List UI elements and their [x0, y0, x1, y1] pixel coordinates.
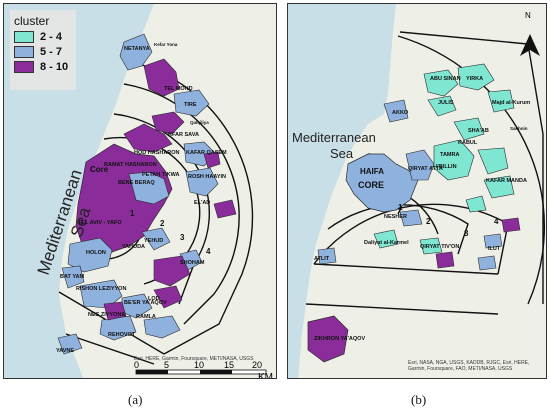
- place-label: KFAR SAVA: [168, 132, 199, 138]
- core-cluster-region: [345, 153, 419, 213]
- north-label: N: [525, 11, 531, 20]
- place-label: HOLON: [86, 250, 106, 256]
- place-label: NETANYA: [124, 46, 150, 52]
- scale-unit: KM: [258, 372, 273, 379]
- place-label: I'BILLIN: [436, 164, 457, 170]
- caption-b: (b): [411, 392, 427, 407]
- place-label: QIRYAT ATTA: [408, 166, 443, 172]
- place-label: LOD: [148, 296, 160, 302]
- place-label: SHOHAM: [180, 260, 205, 266]
- map-a-canvas: Mediterranean Sea 1 2 3 4 Core NETANYA K…: [4, 4, 276, 379]
- place-label: YAVNE: [56, 348, 74, 354]
- legend-label: 8 - 10: [40, 61, 69, 73]
- place-label: REHOVOT: [108, 332, 136, 338]
- caption-a: (a): [128, 392, 143, 407]
- place-label: CORE: [358, 180, 384, 190]
- legend-label: 5 - 7: [40, 46, 63, 58]
- north-arrow-icon: N: [520, 11, 540, 56]
- core-label: Core: [90, 165, 109, 174]
- legend-label: 2 - 4: [40, 31, 63, 43]
- ring-number: 4: [494, 217, 499, 226]
- scale-tick: 10: [194, 360, 204, 370]
- place-label: Kefar Yona: [154, 42, 178, 47]
- map-attribution: Esri, NASA, NGA, USGS, KADDB, RJGC, Esri…: [408, 360, 530, 372]
- place-label: TIRE: [184, 102, 197, 108]
- place-label: TAMRA: [440, 152, 459, 158]
- place-label: NES ZIYYONA: [88, 312, 125, 318]
- scale-tick: 20: [252, 360, 262, 370]
- place-label: TEL MOND: [164, 86, 193, 92]
- place-labels: AKKO ABU SINAN YIRKA JULIS Majd al-Kurum…: [314, 76, 530, 342]
- place-label: NESHER: [384, 214, 407, 220]
- scale-tick: 5: [164, 360, 169, 370]
- map-legend: cluster 2 - 4 5 - 7 8 - 10: [10, 10, 76, 90]
- core-cluster-region: [75, 143, 173, 255]
- place-label: BAT YAM: [60, 274, 84, 280]
- ring-number: 3: [464, 229, 469, 238]
- place-label: YIRKA: [466, 76, 483, 82]
- place-label: AKKO: [392, 110, 409, 116]
- place-label: ROSH HAAYIN: [188, 174, 226, 180]
- place-label: EL'AD: [194, 200, 210, 206]
- place-labels: NETANYA Kefar Yona TEL MOND TIRE Qalqili…: [56, 42, 227, 354]
- legend-item: 8 - 10: [14, 61, 76, 73]
- place-label: ABU SINAN: [430, 76, 461, 82]
- ring-number: 1: [130, 209, 135, 218]
- place-label: RAMLA: [136, 314, 156, 320]
- place-label: Sakhnin: [510, 126, 528, 131]
- ring-number: 2: [426, 217, 431, 226]
- map-panel-b: Mediterranean Sea N 1 2 3 4 AKKO ABU SIN…: [287, 3, 547, 379]
- map-attribution: Esri, HERE, Garmin, Foursquare, METI/NAS…: [134, 356, 254, 362]
- sea-area: [4, 4, 154, 378]
- place-label: ILUT: [488, 246, 501, 252]
- place-label: Daliyat al-Karmel: [364, 240, 409, 246]
- legend-swatch: [14, 46, 34, 58]
- sea-area: [288, 4, 396, 378]
- place-label: HOD HASHARON: [134, 150, 180, 156]
- place-label: YEHUD: [144, 238, 163, 244]
- scale-bar: 0 5 10 15 20 KM: [134, 360, 273, 379]
- place-label: HAIFA: [360, 167, 384, 176]
- ring-number: 2: [160, 219, 165, 228]
- legend-title: cluster: [14, 14, 50, 28]
- scale-tick: 0: [134, 360, 139, 370]
- place-label: KAFAR QASEM: [186, 150, 227, 156]
- place-label: SHA'AB: [468, 128, 489, 134]
- place-label: PETAH TIKWA: [142, 172, 180, 178]
- ring-number: 4: [206, 247, 211, 256]
- place-label: KAFAR MANDA: [486, 178, 527, 184]
- legend-swatch: [14, 31, 34, 43]
- map-panel-a: Mediterranean Sea 1 2 3 4 Core NETANYA K…: [3, 3, 277, 379]
- place-label: Majd al-Kurum: [492, 100, 530, 106]
- place-label: BENE BERAQ: [118, 180, 155, 186]
- place-label: YAHUDA: [122, 244, 145, 250]
- zikhron-region: [307, 315, 349, 363]
- place-label: QIRYAT TIV'ON: [420, 244, 459, 250]
- place-label: Qalqiliya: [190, 120, 209, 125]
- ring-number: 3: [180, 233, 185, 242]
- legend-item: 2 - 4: [14, 31, 76, 43]
- place-label: RISHON LEZIYYON: [76, 286, 126, 292]
- place-label: RAMAT HASHARON: [104, 162, 157, 168]
- legend-item: 5 - 7: [14, 46, 76, 58]
- ring-number: 1: [398, 203, 403, 212]
- sea-label-line2: Sea: [330, 146, 354, 161]
- legend-swatch: [14, 61, 34, 73]
- place-label: TEL AVIV - YAFO: [78, 220, 122, 226]
- place-label: BE'ER YA'AQOV: [124, 300, 167, 306]
- place-label: ATLIT: [314, 256, 330, 262]
- sea-label-line1: Mediterranean: [292, 130, 376, 145]
- place-label: ZIKHRON YA'AQOV: [314, 336, 365, 342]
- scale-tick: 15: [224, 360, 234, 370]
- map-b-canvas: Mediterranean Sea N 1 2 3 4 AKKO ABU SIN…: [288, 4, 546, 378]
- place-label: JULIS: [438, 100, 454, 106]
- place-label: KABUL: [458, 140, 478, 146]
